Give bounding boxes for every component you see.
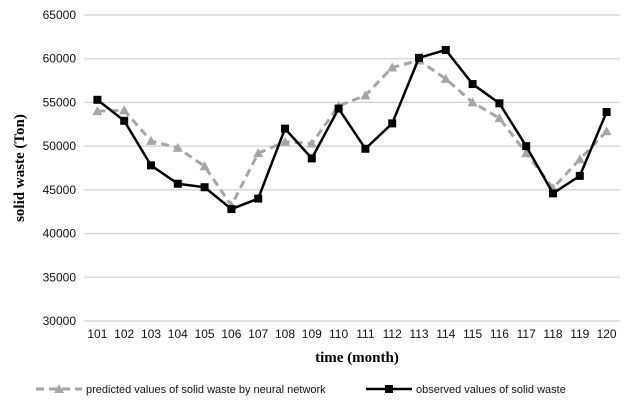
x-tick-label: 116 — [490, 327, 509, 341]
data-point — [602, 108, 611, 117]
data-point — [119, 105, 130, 115]
data-point — [441, 45, 450, 54]
x-tick-label: 115 — [463, 327, 482, 341]
data-point — [601, 126, 612, 136]
data-point — [360, 90, 371, 100]
y-tick-label: 45000 — [43, 183, 77, 197]
y-tick-label: 50000 — [43, 139, 77, 153]
y-axis-label: solid waste (Ton) — [12, 114, 28, 222]
data-point — [415, 53, 423, 62]
series-line — [96, 48, 608, 211]
data-point — [280, 136, 290, 146]
data-point — [146, 135, 156, 145]
data-point — [227, 205, 236, 214]
data-point — [522, 142, 531, 151]
data-point — [93, 95, 102, 104]
legend: predicted values of solid waste by neura… — [36, 384, 566, 396]
data-point — [253, 148, 264, 158]
x-tick-label: 118 — [543, 327, 562, 341]
x-tick-label: 110 — [329, 327, 348, 341]
y-tick-label: 65000 — [43, 8, 77, 22]
x-tick-label: 120 — [597, 327, 617, 341]
y-tick-label: 55000 — [43, 95, 77, 109]
legend-observed-label: observed values of solid waste — [416, 384, 566, 396]
data-point — [387, 62, 398, 72]
data-point — [575, 171, 584, 180]
data-point — [120, 116, 129, 125]
data-point — [307, 154, 316, 163]
legend-item-predicted: predicted values of solid waste by neura… — [36, 384, 326, 396]
x-tick-label: 103 — [141, 327, 161, 341]
y-tick-label: 30000 — [43, 314, 77, 328]
x-tick-label: 108 — [275, 327, 295, 341]
data-point — [200, 183, 209, 192]
data-point — [254, 194, 263, 203]
x-axis-label: time (month) — [315, 350, 399, 366]
series-observed — [93, 45, 611, 214]
x-axis-ticks: 101 102 103 104 105 106 107 108 109 110 111 112 113 1… — [87, 327, 617, 341]
data-point — [549, 189, 557, 198]
legend-item-observed: observed values of solid waste — [366, 384, 566, 396]
x-tick-label: 101 — [87, 327, 107, 341]
x-tick-label: 109 — [302, 327, 322, 341]
data-point — [361, 144, 370, 153]
data-point — [199, 161, 210, 171]
data-point — [334, 104, 343, 113]
x-tick-label: 113 — [409, 327, 428, 341]
data-point — [574, 154, 585, 164]
data-point — [281, 124, 289, 133]
x-tick-label: 106 — [221, 327, 241, 341]
y-tick-label: 60000 — [43, 52, 77, 66]
data-point — [440, 73, 451, 83]
legend-predicted-label: predicted values of solid waste by neura… — [86, 384, 326, 396]
data-point — [468, 80, 477, 89]
x-tick-label: 119 — [570, 327, 589, 341]
data-point — [467, 97, 478, 107]
gridlines — [84, 14, 620, 322]
x-tick-label: 112 — [383, 327, 402, 341]
x-tick-label: 102 — [114, 327, 134, 341]
data-point — [172, 142, 183, 152]
legend-observed-marker — [385, 385, 393, 393]
data-point — [92, 106, 103, 116]
y-tick-label: 40000 — [43, 227, 77, 241]
data-point — [173, 179, 182, 188]
series-predicted — [92, 55, 612, 210]
x-tick-label: 107 — [248, 327, 268, 341]
x-tick-label: 104 — [168, 327, 188, 341]
y-tick-label: 35000 — [43, 270, 77, 284]
series-line — [97, 58, 608, 208]
y-axis-ticks: 30000 35000 40000 45000 50000 55000 60000 65000 — [43, 8, 77, 328]
data-point — [495, 99, 504, 108]
data-point — [306, 138, 317, 148]
legend-predicted-marker — [54, 384, 64, 393]
x-tick-label: 111 — [356, 327, 375, 341]
x-tick-label: 105 — [195, 327, 215, 341]
x-tick-label: 117 — [517, 327, 536, 341]
x-tick-label: 114 — [436, 327, 455, 341]
data-point — [147, 161, 155, 170]
series-layer — [92, 45, 612, 214]
data-point — [388, 119, 397, 128]
data-point — [521, 148, 532, 158]
data-point — [494, 113, 505, 123]
